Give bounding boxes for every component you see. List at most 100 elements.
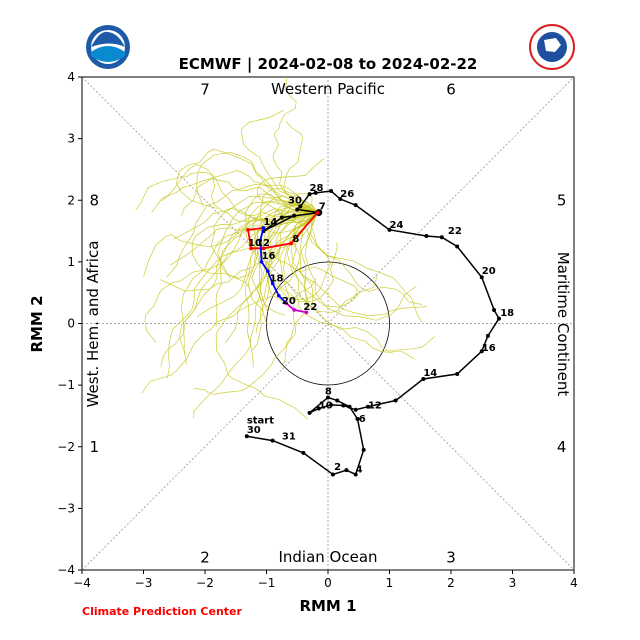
phase-number: 4 (557, 438, 567, 456)
phase-number: 5 (557, 191, 567, 209)
phase-number: 2 (200, 549, 210, 567)
x-tick-label: −1 (258, 576, 276, 590)
x-tick-label: 3 (509, 576, 517, 590)
chart-title: ECMWF | 2024-02-08 to 2024-02-22 (179, 55, 478, 74)
phase-number: 3 (446, 549, 456, 567)
observed-point (479, 349, 484, 354)
observed-point (393, 398, 398, 403)
observed-point (307, 192, 312, 197)
ensemble-mean-point (270, 281, 275, 286)
ensemble-member-line (265, 212, 332, 301)
observed-day-label: 4 (356, 465, 363, 476)
ensemble-mean-point (284, 301, 288, 305)
ensemble-mean-point (261, 246, 266, 251)
y-tick-label: −1 (57, 378, 75, 392)
observed-point (326, 395, 330, 400)
ensemble-member-line (259, 188, 318, 299)
ensemble-member-line (151, 170, 318, 213)
region-label-top: Western Pacific (271, 80, 385, 98)
x-tick-label: 0 (324, 576, 332, 590)
ensemble-member-line (193, 211, 318, 419)
observed-day-label: 26 (340, 189, 354, 200)
ensemble-member-line (256, 158, 324, 223)
ensemble-mean-point (304, 310, 309, 315)
observed-day-label: 7 (319, 201, 326, 212)
ensemble-member-line (283, 212, 436, 353)
y-tick-label: 4 (67, 70, 75, 84)
ensemble-member-line (142, 212, 318, 394)
ensemble-member-line (304, 212, 417, 321)
observed-point (492, 307, 497, 312)
region-label-right: Maritime Continent (554, 252, 572, 397)
ensemble-member-line (193, 212, 318, 395)
observed-day-label: 16 (482, 343, 496, 354)
ensemble-mean-point (265, 269, 270, 273)
ensemble-member-line (252, 212, 318, 351)
observed-day-label: 22 (448, 226, 462, 237)
observed-day-label: 30 (247, 425, 261, 436)
observed-day-label: 30 (288, 195, 302, 206)
y-axis-title: RMM 2 (28, 295, 46, 352)
x-tick-label: 4 (570, 576, 578, 590)
ensemble-member-line (224, 212, 318, 344)
observed-point (270, 438, 275, 443)
x-tick-label: −4 (73, 576, 91, 590)
ensemble-member-line (180, 211, 318, 354)
ensemble-mean-point (289, 241, 293, 246)
x-axis-title: RMM 1 (299, 597, 356, 615)
ensemble-member-line (181, 178, 318, 217)
observed-point (307, 410, 312, 415)
ensemble-mean-point (261, 226, 266, 230)
ensemble-mean-line (247, 211, 319, 250)
observed-day-label: 12 (368, 401, 382, 412)
observed-point (292, 213, 297, 218)
phase-number: 8 (90, 191, 100, 209)
ensemble-member-line (291, 212, 358, 313)
observed-day-label: 24 (390, 220, 404, 231)
x-tick-label: −2 (196, 576, 214, 590)
ensemble-mean-day-label: 16 (262, 251, 276, 262)
ensemble-member-line (196, 151, 318, 213)
observed-point (479, 275, 484, 280)
ensemble-mean-day-label: 14 (263, 217, 277, 228)
ensemble-member-line (311, 212, 423, 323)
observed-point (244, 434, 249, 439)
credit-label: Climate Prediction Center (82, 605, 242, 618)
ensemble-mean-day-label: 8 (292, 234, 299, 245)
observed-point (338, 197, 343, 202)
nws-logo (529, 24, 575, 70)
ensemble-member-line (135, 171, 318, 222)
observed-point (485, 333, 490, 338)
observed-point (355, 417, 360, 422)
ensemble-member-line (196, 205, 318, 317)
observed-point (455, 372, 460, 377)
observed-point (365, 404, 370, 409)
y-tick-label: −4 (57, 563, 75, 577)
region-label-left: West. Hem. and Africa (84, 241, 102, 408)
observed-point (353, 407, 358, 412)
ensemble-mean-day-label: 20 (282, 296, 296, 307)
ensemble-mean-point (315, 210, 320, 215)
observed-day-label: 8 (325, 386, 332, 397)
observed-line (246, 190, 500, 476)
ensemble-mean-day-label: 12 (256, 238, 270, 249)
observed-point (329, 189, 334, 194)
ensemble-member-line (144, 200, 318, 343)
ensemble-mean-point (246, 228, 250, 232)
observed-day-label: 18 (500, 308, 514, 319)
noaa-logo (86, 25, 130, 69)
x-tick-label: 1 (386, 576, 394, 590)
observed-point (295, 207, 300, 212)
y-tick-label: 3 (67, 132, 75, 146)
ensemble-mean-point (277, 293, 281, 298)
region-label-bottom: Indian Ocean (278, 548, 377, 566)
ensemble-mean-day-label: 22 (303, 302, 317, 313)
observed-point (361, 447, 366, 452)
x-tick-label: −3 (135, 576, 153, 590)
ensemble-mean-day-label: 10 (248, 238, 262, 249)
observed-day-label: 10 (319, 401, 333, 412)
observed-point (279, 215, 284, 220)
observed-trajectory (244, 189, 501, 477)
ensemble-member-line (291, 212, 427, 317)
